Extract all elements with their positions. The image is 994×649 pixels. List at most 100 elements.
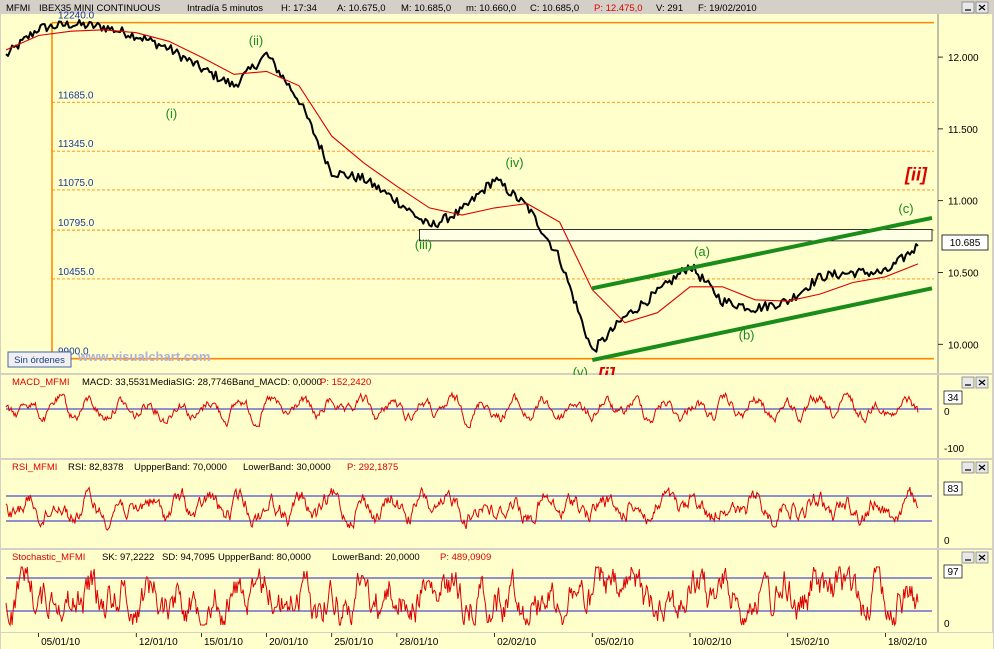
watermark: www.visualchart.com [77, 349, 210, 364]
fib-level-label: 12240.0 [58, 11, 95, 22]
last-price-label: 10.685 [950, 238, 981, 249]
rsi-panel[interactable] [1, 460, 938, 548]
header-name: IBEX35 MINI CONTINUOUS [39, 3, 160, 14]
rsi-value: RSI: 82,8378 [68, 462, 123, 473]
wave-label: (b) [739, 327, 755, 342]
date-tick-label: 05/02/10 [595, 637, 634, 648]
date-axis-labels: 05/01/10 12/01/10 15/01/10 20/01/10 25/01/10… [38, 633, 927, 648]
macd-plot [5, 391, 932, 429]
channel-lower-line [591, 286, 933, 363]
price-tick-label: 10.500 [948, 268, 979, 279]
rsi-tick-0: 0 [944, 536, 950, 547]
date-tick-label: 10/02/10 [693, 637, 732, 648]
panel-minimize-button[interactable] [961, 1, 975, 14]
rsi-plot [5, 486, 932, 531]
macd-title: MACD_MFMI [12, 377, 70, 388]
stochastic-sd: SD: 94,7095 [162, 552, 215, 563]
fib-level-label: 10795.0 [58, 218, 95, 229]
main-plot: 12240.0 11685.0 11345.0 11075.0 10795.0 10455… [5, 11, 934, 385]
date-tick-label: 05/01/10 [41, 637, 80, 648]
header-open: A: 10.675,0 [337, 3, 386, 14]
panel-minimize-button[interactable] [961, 551, 975, 564]
price-tick-label: 10.000 [948, 340, 979, 351]
macd-axis [938, 375, 992, 458]
header-hour: H: 17:34 [281, 3, 317, 14]
macd-value: MACD: 33,5531 [82, 377, 150, 388]
header-high: M: 10.685,0 [401, 3, 451, 14]
header-period: Intradía 5 minutos [187, 3, 263, 14]
header-symbol: MFMI [6, 3, 30, 14]
header-volume: V: 291 [656, 3, 683, 14]
fib-level-label: 9900.0 [58, 347, 89, 358]
panel-minimize-button[interactable] [961, 461, 975, 474]
macd-last-box [943, 390, 963, 405]
orders-button[interactable] [7, 351, 72, 368]
fib-level-label: 11685.0 [58, 90, 94, 101]
fib-level-label: 10455.0 [58, 267, 95, 278]
macd-tick-0: 0 [944, 407, 950, 418]
main-price-axis [938, 14, 992, 373]
price-tick-label: 11.500 [948, 125, 978, 136]
target-box [419, 228, 933, 242]
stochastic-tick-0: 0 [944, 619, 950, 630]
macd-band: Band_MACD: 0,0000 [232, 377, 322, 388]
date-tick-label: 20/01/10 [269, 637, 308, 648]
date-axis [1, 633, 993, 649]
macd-panel[interactable] [1, 375, 938, 458]
moving-average-line [5, 29, 919, 324]
header-close: C: 10.685,0 [530, 3, 579, 14]
wave-label: (a) [694, 244, 710, 259]
price-tick-label: 11.000 [948, 197, 978, 208]
major-wave-label: [ii] [904, 165, 928, 185]
close-icon [978, 554, 986, 561]
fib-level-label: 11345.0 [58, 139, 94, 150]
rsi-points: P: 292,1875 [347, 462, 398, 473]
close-icon [978, 4, 986, 11]
date-tick-label: 18/02/10 [888, 637, 927, 648]
wave-label: (c) [898, 201, 913, 216]
header-low: m: 10.660,0 [466, 3, 516, 14]
macd-last-label: 34 [947, 393, 959, 404]
stochastic-upper: UppperBand: 80,0000 [218, 552, 311, 563]
date-tick-label: 15/01/10 [204, 637, 243, 648]
stochastic-last-label: 97 [947, 567, 959, 578]
wave-label: (i) [166, 106, 178, 121]
macd-signal: MediaSIG: 28,7746 [150, 377, 232, 388]
stochastic-series-line [5, 565, 919, 627]
rsi-upper: UppperBand: 70,0000 [134, 462, 227, 473]
channel-upper-line [591, 215, 933, 291]
close-icon [978, 464, 986, 471]
main-header: MFMI IBEX35 MINI CONTINUOUS Intradía 5 m… [6, 3, 757, 14]
rsi-lower: LowerBand: 30,0000 [243, 462, 331, 473]
date-tick-label: 25/01/10 [334, 637, 373, 648]
last-price-box [941, 234, 989, 251]
stochastic-plot [5, 565, 932, 627]
rsi-axis [938, 460, 992, 548]
fib-level-label: 11075.0 [58, 178, 94, 189]
stochastic-axis [938, 550, 992, 632]
main-panel[interactable] [1, 14, 938, 373]
header-date: F: 19/02/2010 [698, 3, 757, 14]
panel-minimize-button[interactable] [961, 376, 975, 389]
wave-label: (ii) [249, 33, 263, 48]
rsi-last-label: 83 [947, 484, 959, 495]
header-points: P: 12.475,0 [594, 3, 643, 14]
macd-series-line [5, 391, 919, 429]
stochastic-last-box [943, 564, 963, 579]
macd-points: P: 152,2420 [320, 377, 371, 388]
rsi-series-line [5, 486, 919, 531]
stochastic-lower: LowerBand: 20,0000 [332, 552, 420, 563]
close-icon [978, 379, 986, 386]
date-tick-label: 12/01/10 [139, 637, 178, 648]
price-tick-label: 12.000 [948, 53, 979, 64]
stochastic-title: Stochastic_MFMI [12, 552, 85, 563]
date-tick-label: 02/02/10 [497, 637, 536, 648]
main-axis-ticks: 12.000 11.500 11.000 10.500 10.000 [938, 53, 979, 351]
date-tick-label: 15/02/10 [790, 637, 829, 648]
wave-label: (iv) [506, 155, 524, 170]
panel-controls [961, 1, 989, 564]
rsi-last-box [943, 481, 963, 496]
stochastic-points: P: 489,0909 [440, 552, 491, 563]
wave-label: (iii) [415, 237, 432, 252]
